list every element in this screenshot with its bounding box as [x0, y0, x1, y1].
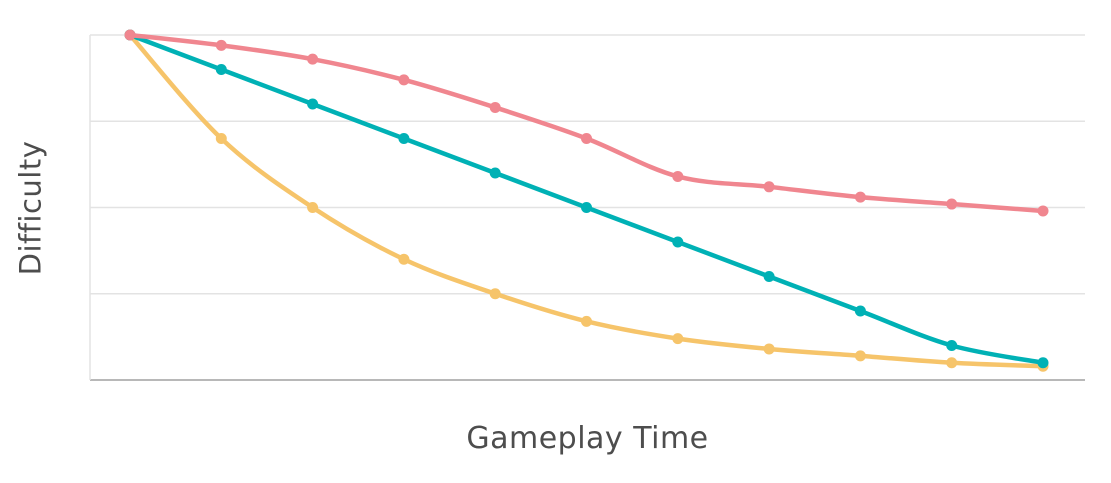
point-yellow	[398, 253, 410, 265]
point-teal	[763, 271, 775, 282]
point-yellow	[946, 357, 958, 369]
point-pink	[672, 170, 684, 182]
point-yellow	[489, 288, 501, 300]
point-pink	[763, 181, 775, 193]
point-teal	[854, 305, 866, 317]
point-teal	[307, 98, 319, 110]
point-yellow	[763, 343, 775, 355]
point-teal	[581, 202, 592, 213]
point-teal	[946, 340, 958, 351]
point-pink	[215, 39, 227, 51]
point-pink	[581, 133, 592, 144]
point-teal	[489, 167, 501, 179]
point-yellow	[672, 333, 684, 345]
point-teal	[1037, 357, 1049, 369]
point-yellow	[307, 202, 319, 213]
line-pink	[127, 32, 1046, 214]
point-pink	[124, 29, 136, 41]
point-teal	[672, 236, 684, 248]
point-pink	[398, 74, 410, 86]
point-pink	[946, 198, 958, 210]
line-yellow	[127, 32, 1046, 369]
point-pink	[489, 101, 501, 113]
point-yellow	[854, 350, 866, 362]
point-yellow	[215, 133, 227, 144]
point-pink	[307, 53, 319, 65]
point-teal	[398, 133, 410, 144]
point-teal	[215, 64, 227, 75]
point-yellow	[581, 315, 592, 327]
point-pink	[854, 191, 866, 203]
point-pink	[1037, 205, 1049, 217]
